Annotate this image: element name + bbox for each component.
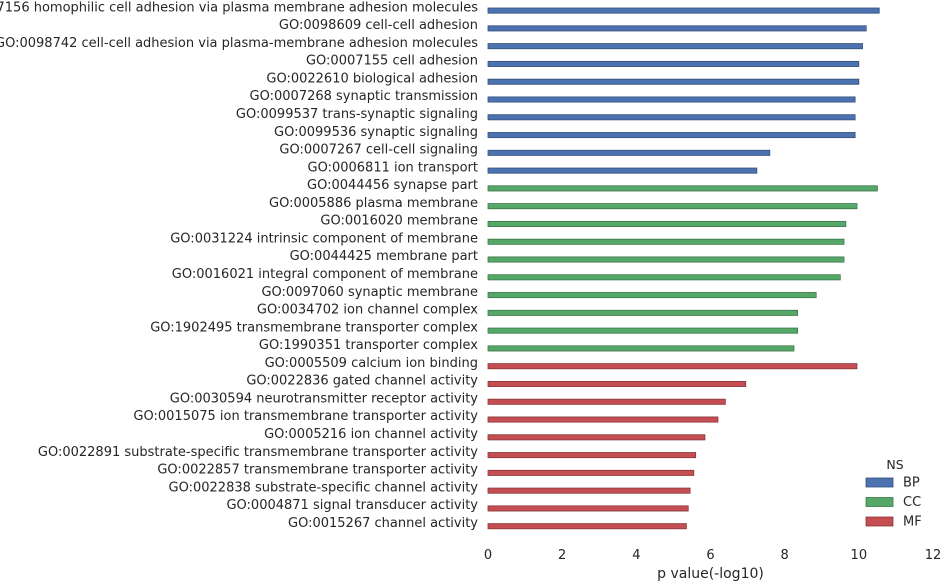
legend-swatch-mf bbox=[865, 516, 894, 527]
category-labels: GO:0007156 homophilic cell adhesion via … bbox=[0, 0, 478, 531]
category-label-13: GO:0031224 intrinsic component of membra… bbox=[170, 231, 478, 246]
bar-16 bbox=[487, 292, 817, 299]
legend-label-mf: MF bbox=[903, 515, 922, 530]
x-tick-label-5: 10 bbox=[851, 548, 868, 563]
category-label-26: GO:0022857 transmembrane transporter act… bbox=[157, 463, 478, 478]
legend-title: NS bbox=[886, 457, 903, 472]
bar-7 bbox=[487, 132, 856, 139]
x-tick-label-6: 12 bbox=[925, 548, 942, 563]
x-tick-label-4: 8 bbox=[781, 548, 789, 563]
legend-items: BP CC MF bbox=[865, 476, 922, 530]
category-label-28: GO:0004871 signal transducer activity bbox=[226, 498, 478, 513]
bar-29 bbox=[487, 523, 687, 530]
x-tick-label-0: 0 bbox=[484, 548, 492, 563]
x-tick-label-1: 2 bbox=[558, 548, 566, 563]
category-label-10: GO:0044456 synapse part bbox=[307, 178, 478, 193]
bar-28 bbox=[487, 505, 689, 512]
bars-layer bbox=[487, 7, 880, 530]
x-tick-label-2: 4 bbox=[632, 548, 640, 563]
legend-swatch-bp bbox=[865, 477, 894, 488]
bar-4 bbox=[487, 78, 860, 85]
category-label-7: GO:0099536 synaptic signaling bbox=[274, 125, 478, 140]
bar-21 bbox=[487, 380, 747, 387]
bar-17 bbox=[487, 309, 799, 316]
legend-label-bp: BP bbox=[903, 476, 920, 491]
category-label-17: GO:0034702 ion channel complex bbox=[257, 303, 478, 318]
category-label-29: GO:0015267 channel activity bbox=[288, 516, 478, 531]
legend: NS BP CC MF bbox=[865, 457, 922, 530]
category-label-27: GO:0022838 substrate-specific channel ac… bbox=[169, 480, 479, 495]
category-label-16: GO:0097060 synaptic membrane bbox=[261, 285, 478, 300]
legend-label-cc: CC bbox=[903, 495, 921, 510]
bar-6 bbox=[487, 114, 856, 121]
bar-10 bbox=[487, 185, 878, 192]
bar-9 bbox=[487, 167, 758, 174]
bar-27 bbox=[487, 487, 691, 494]
bar-8 bbox=[487, 149, 771, 156]
x-tick-label-3: 6 bbox=[706, 548, 714, 563]
category-label-19: GO:1990351 transporter complex bbox=[259, 338, 478, 353]
bar-20 bbox=[487, 363, 858, 370]
bar-5 bbox=[487, 96, 856, 103]
bar-0 bbox=[487, 7, 880, 14]
category-label-3: GO:0007155 cell adhesion bbox=[306, 54, 478, 69]
bar-19 bbox=[487, 345, 795, 352]
bar-1 bbox=[487, 25, 867, 32]
category-label-2: GO:0098742 cell-cell adhesion via plasma… bbox=[0, 36, 478, 51]
bar-25 bbox=[487, 452, 697, 459]
category-label-8: GO:0007267 cell-cell signaling bbox=[279, 143, 478, 158]
category-label-18: GO:1902495 transmembrane transporter com… bbox=[150, 320, 478, 335]
bar-23 bbox=[487, 416, 719, 423]
category-label-15: GO:0016021 integral component of membran… bbox=[172, 267, 478, 282]
category-label-4: GO:0022610 biological adhesion bbox=[266, 71, 478, 86]
category-label-25: GO:0022891 substrate-specific transmembr… bbox=[38, 445, 478, 460]
bar-13 bbox=[487, 238, 845, 245]
bar-15 bbox=[487, 274, 841, 281]
category-label-5: GO:0007268 synaptic transmission bbox=[250, 89, 478, 104]
category-label-6: GO:0099537 trans-synaptic signaling bbox=[236, 107, 478, 122]
bar-12 bbox=[487, 220, 847, 227]
category-label-14: GO:0044425 membrane part bbox=[290, 249, 478, 264]
bar-2 bbox=[487, 43, 863, 50]
bar-22 bbox=[487, 398, 726, 405]
bar-14 bbox=[487, 256, 845, 263]
category-label-9: GO:0006811 ion transport bbox=[308, 160, 479, 175]
bar-24 bbox=[487, 434, 706, 441]
category-label-11: GO:0005886 plasma membrane bbox=[269, 196, 478, 211]
category-label-12: GO:0016020 membrane bbox=[320, 214, 478, 229]
category-label-0: GO:0007156 homophilic cell adhesion via … bbox=[0, 0, 478, 15]
bar-26 bbox=[487, 469, 695, 476]
category-label-23: GO:0015075 ion transmembrane transporter… bbox=[133, 409, 478, 424]
category-label-22: GO:0030594 neurotransmitter receptor act… bbox=[170, 391, 479, 406]
category-label-20: GO:0005509 calcium ion binding bbox=[265, 356, 478, 371]
category-label-24: GO:0005216 ion channel activity bbox=[264, 427, 478, 442]
x-axis-title: p value(-log10) bbox=[657, 566, 764, 582]
category-label-21: GO:0022836 gated channel activity bbox=[246, 374, 478, 389]
bar-18 bbox=[487, 327, 799, 334]
bar-11 bbox=[487, 203, 858, 210]
bar-3 bbox=[487, 60, 860, 67]
category-label-1: GO:0098609 cell-cell adhesion bbox=[279, 18, 478, 33]
legend-swatch-cc bbox=[865, 497, 894, 507]
x-axis-ticks: 0 2 4 6 8 10 12 bbox=[484, 548, 941, 563]
